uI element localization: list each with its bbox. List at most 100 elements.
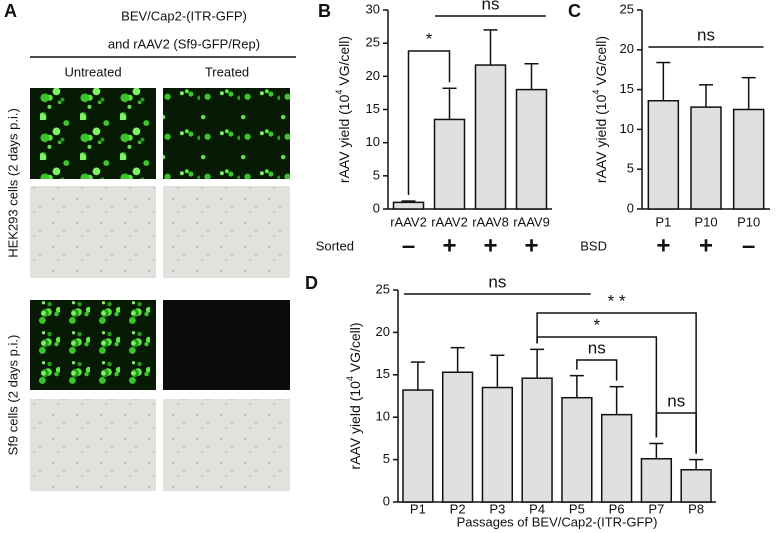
micrograph <box>163 88 290 179</box>
y-tick-label: 0 <box>383 493 390 508</box>
bar <box>732 108 765 210</box>
significance-bracket <box>536 336 658 438</box>
bar <box>640 458 673 503</box>
significance-label: ns <box>588 338 606 357</box>
bar <box>402 389 434 503</box>
x-tick-label: rAAV9 <box>513 214 550 229</box>
y-tick-label: 20 <box>376 324 390 339</box>
row-sign: + <box>483 232 497 259</box>
significance-bracket <box>536 312 697 454</box>
panel-letter: B <box>318 1 331 21</box>
panel-letter: C <box>568 1 581 21</box>
x-axis-label: Passages of BEV/Cap2-(ITR-GFP) <box>457 514 658 529</box>
row-label: HEK293 cells (2 days p.i.) <box>5 108 20 258</box>
x-tick-label: rAAV2 <box>431 214 468 229</box>
y-axis-label-part: VG/cell) <box>593 36 609 90</box>
bar <box>521 377 553 503</box>
row-sign: + <box>442 232 456 259</box>
x-tick-label: P5 <box>569 501 585 516</box>
micrograph <box>163 399 290 491</box>
column-label: Treated <box>205 64 249 79</box>
panel-letter: A <box>4 1 17 21</box>
bar <box>433 118 466 210</box>
significance-label: * * <box>608 291 626 310</box>
y-axis-label: rAAV yield (104 VG/cell) <box>345 322 362 469</box>
y-tick-label: 20 <box>366 68 380 83</box>
y-tick-label: 15 <box>376 366 390 381</box>
y-tick-label: 5 <box>627 161 634 176</box>
significance-bracket <box>407 50 451 196</box>
row-label: Sf9 cells (2 days p.i.) <box>5 335 20 456</box>
x-tick-label: P8 <box>688 501 704 516</box>
bar <box>680 469 712 503</box>
bar <box>647 99 680 210</box>
significance-label: * <box>426 29 433 48</box>
x-tick-label: P4 <box>529 501 545 516</box>
significance-label: ns <box>667 391 685 410</box>
x-tick-label: P2 <box>450 501 466 516</box>
x-tick-label: P1 <box>410 501 426 516</box>
y-tick-label: 10 <box>620 121 634 136</box>
y-axis-label: rAAV yield (104 VG/cell) <box>591 36 608 183</box>
micrograph <box>30 300 156 390</box>
significance-label: ns <box>482 0 500 13</box>
y-tick-label: 0 <box>373 200 380 215</box>
x-tick-label: P1 <box>655 214 671 229</box>
x-tick-label: rAAV8 <box>472 214 509 229</box>
y-axis-label-part: 4 <box>591 90 601 95</box>
y-tick-label: 5 <box>373 167 380 182</box>
y-tick-label: 10 <box>366 134 380 149</box>
x-tick-label: P10 <box>737 214 760 229</box>
x-tick-label: P3 <box>489 501 505 516</box>
significance-label: ns <box>488 272 506 291</box>
bar <box>561 396 593 503</box>
x-tick-label: P6 <box>609 501 625 516</box>
y-tick-label: 10 <box>376 409 390 424</box>
row-sign: + <box>699 232 713 259</box>
bar <box>515 88 548 210</box>
bar <box>441 371 474 503</box>
y-tick-label: 15 <box>366 101 380 116</box>
significance-label: * <box>593 315 600 334</box>
y-tick-label: 25 <box>376 281 390 296</box>
y-tick-label: 5 <box>383 451 390 466</box>
x-tick-label: rAAV2 <box>390 214 427 229</box>
micrograph <box>163 300 290 390</box>
y-tick-label: 20 <box>620 41 634 56</box>
panel-a: A BEV/Cap2-(ITR-GFP) and rAAV2 (Sf9-GFP/… <box>4 1 296 491</box>
bar <box>600 413 633 503</box>
row-sign: + <box>524 232 538 259</box>
row-label: BSD <box>580 238 607 253</box>
x-tick-label: P7 <box>648 501 664 516</box>
y-axis-label-part: 4 <box>334 90 344 95</box>
bar <box>690 106 722 210</box>
panel-title: BEV/Cap2-(ITR-GFP) <box>121 8 247 23</box>
y-axis-label-part: VG/cell) <box>347 322 363 376</box>
micrograph <box>30 186 156 278</box>
bar <box>392 201 425 210</box>
y-axis-label-part: rAAV yield (10 <box>336 94 352 183</box>
bar <box>481 386 514 503</box>
significance-label: ns <box>697 25 715 44</box>
y-axis-label-part: 4 <box>345 376 355 381</box>
column-label: Untreated <box>64 64 121 79</box>
y-axis-label: rAAV yield (104 VG/cell) <box>334 36 351 183</box>
x-tick-label: P10 <box>694 214 717 229</box>
row-label: Sorted <box>316 238 354 253</box>
y-axis-label-part: VG/cell) <box>336 36 352 90</box>
y-tick-label: 0 <box>627 200 634 215</box>
row-sign: – <box>742 232 755 259</box>
micrograph <box>30 88 156 179</box>
significance-bracket <box>576 359 618 381</box>
y-tick-label: 25 <box>620 1 634 16</box>
significance-bracket <box>655 412 697 454</box>
y-axis-label-part: rAAV yield (10 <box>347 381 363 470</box>
y-tick-label: 15 <box>620 81 634 96</box>
panel-title: and rAAV2 (Sf9-GFP/Rep) <box>108 36 260 51</box>
y-axis-label-part: rAAV yield (10 <box>593 94 609 183</box>
micrograph <box>30 399 156 491</box>
panel-letter: D <box>305 273 318 293</box>
row-sign: + <box>656 232 670 259</box>
y-tick-label: 25 <box>366 35 380 50</box>
